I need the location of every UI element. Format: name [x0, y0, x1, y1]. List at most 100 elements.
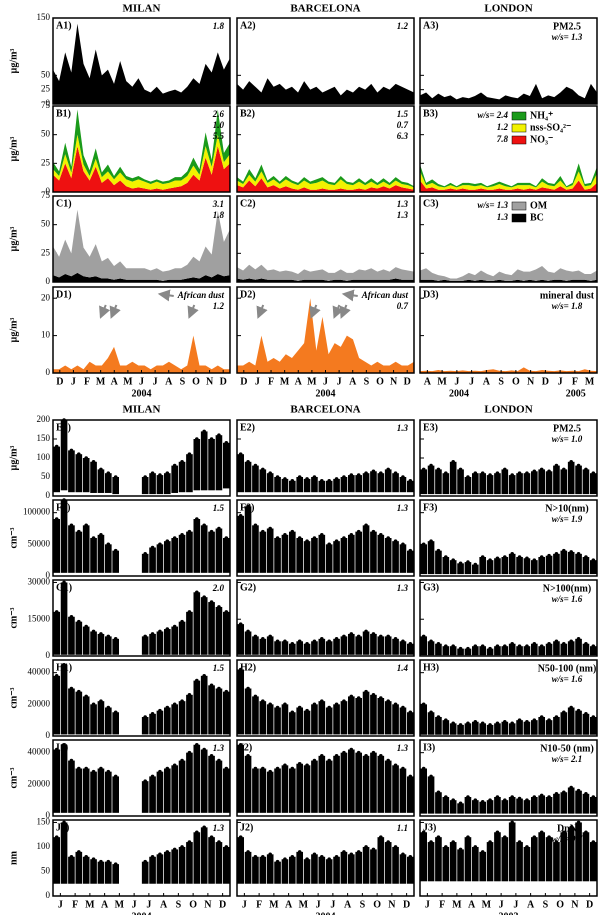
- range-top: [393, 845, 398, 849]
- range-bar: [252, 636, 259, 655]
- range-top: [224, 536, 229, 540]
- range-bar: [347, 633, 355, 655]
- range-top: [305, 641, 309, 646]
- range-bar: [97, 701, 105, 735]
- panel-frame: [419, 819, 598, 897]
- range-top: [305, 763, 309, 768]
- range-top: [554, 840, 559, 844]
- y-tick-label: 0: [46, 890, 51, 900]
- range-top: [91, 629, 96, 634]
- range-bar: [399, 641, 407, 655]
- range-bar: [370, 694, 377, 735]
- range-top: [106, 859, 111, 864]
- month-label: J: [255, 376, 260, 387]
- range-bar: [244, 688, 252, 735]
- range-bar: [516, 557, 523, 575]
- range-bar: [200, 431, 208, 491]
- legend-swatch: [511, 213, 527, 223]
- range-top: [305, 857, 309, 862]
- range-top: [495, 830, 500, 835]
- range-top: [371, 750, 376, 755]
- ratio-note: w/s= 1.6: [552, 674, 583, 684]
- range-bar: [362, 691, 370, 735]
- range-bar: [494, 558, 501, 575]
- range-bar: [399, 707, 407, 735]
- y-tick-label: 100: [37, 452, 51, 462]
- range-bar: [68, 760, 75, 813]
- ratio-note: 5.5: [213, 131, 225, 141]
- range-top: [217, 686, 221, 691]
- range-bar: [370, 752, 377, 813]
- range-top: [187, 452, 192, 457]
- range-bar: [589, 797, 597, 814]
- ratio-note: w/s= 1.3: [477, 200, 508, 210]
- range-bar: [208, 685, 215, 735]
- panel-frame: [236, 17, 415, 105]
- range-bar: [553, 793, 560, 814]
- range-bar: [582, 469, 590, 495]
- range-top: [209, 437, 214, 441]
- range-top: [436, 548, 441, 553]
- range-top: [165, 766, 170, 771]
- range-bar: [560, 643, 568, 656]
- month-label: M: [437, 376, 447, 387]
- month-label: J: [153, 376, 158, 387]
- y-tick-label: 50: [41, 866, 51, 876]
- variable-title: DpN: [557, 823, 578, 834]
- range-bar: [582, 713, 590, 735]
- range-top: [268, 769, 272, 774]
- range-top: [195, 517, 199, 521]
- range-top: [401, 705, 405, 710]
- range-bar: [156, 771, 164, 813]
- range-top: [458, 723, 463, 727]
- dust-arrow: [309, 304, 321, 319]
- range-top: [569, 785, 573, 790]
- range-top: [591, 715, 596, 719]
- range-top: [408, 774, 413, 779]
- range-bar: [589, 717, 597, 735]
- range-bar: [266, 528, 274, 573]
- range-top: [547, 718, 551, 722]
- range-top: [320, 637, 324, 641]
- range-bar: [377, 473, 385, 493]
- range-bar: [333, 755, 340, 813]
- area: [237, 298, 414, 373]
- panel-label: J3): [423, 822, 436, 833]
- range-top: [297, 639, 302, 644]
- month-label: J: [132, 899, 137, 910]
- range-bar: [325, 707, 333, 735]
- range-bar: [171, 626, 179, 655]
- range-bar: [545, 720, 553, 735]
- range-bar: [325, 760, 333, 813]
- ratio-note: 1.2: [213, 301, 225, 311]
- range-bar: [377, 698, 385, 735]
- range-bar: [523, 558, 531, 575]
- range-bar: [82, 696, 90, 735]
- month-label: J: [454, 376, 459, 387]
- range-top: [480, 799, 485, 804]
- range-top: [393, 763, 398, 768]
- range-top: [320, 754, 324, 758]
- y-tick-label: 40000: [28, 747, 51, 757]
- range-top: [143, 634, 147, 639]
- range-top: [408, 641, 413, 646]
- range-top: [488, 646, 492, 651]
- year-label: 2004: [316, 388, 336, 399]
- range-top: [224, 766, 229, 771]
- stacked-area: [53, 146, 230, 192]
- range-top: [305, 708, 309, 713]
- range-top: [180, 533, 184, 537]
- range-bar: [296, 641, 304, 655]
- range-bar: [442, 473, 450, 495]
- arrow: [341, 289, 358, 302]
- range-top: [275, 859, 280, 864]
- range-bar: [530, 797, 538, 814]
- range-bar: [288, 712, 296, 735]
- range-top: [525, 471, 529, 476]
- range-top: [429, 463, 433, 468]
- range-bar: [252, 856, 259, 884]
- month-label: O: [373, 899, 381, 910]
- month-label: M: [123, 376, 133, 387]
- range-bar: [311, 538, 318, 573]
